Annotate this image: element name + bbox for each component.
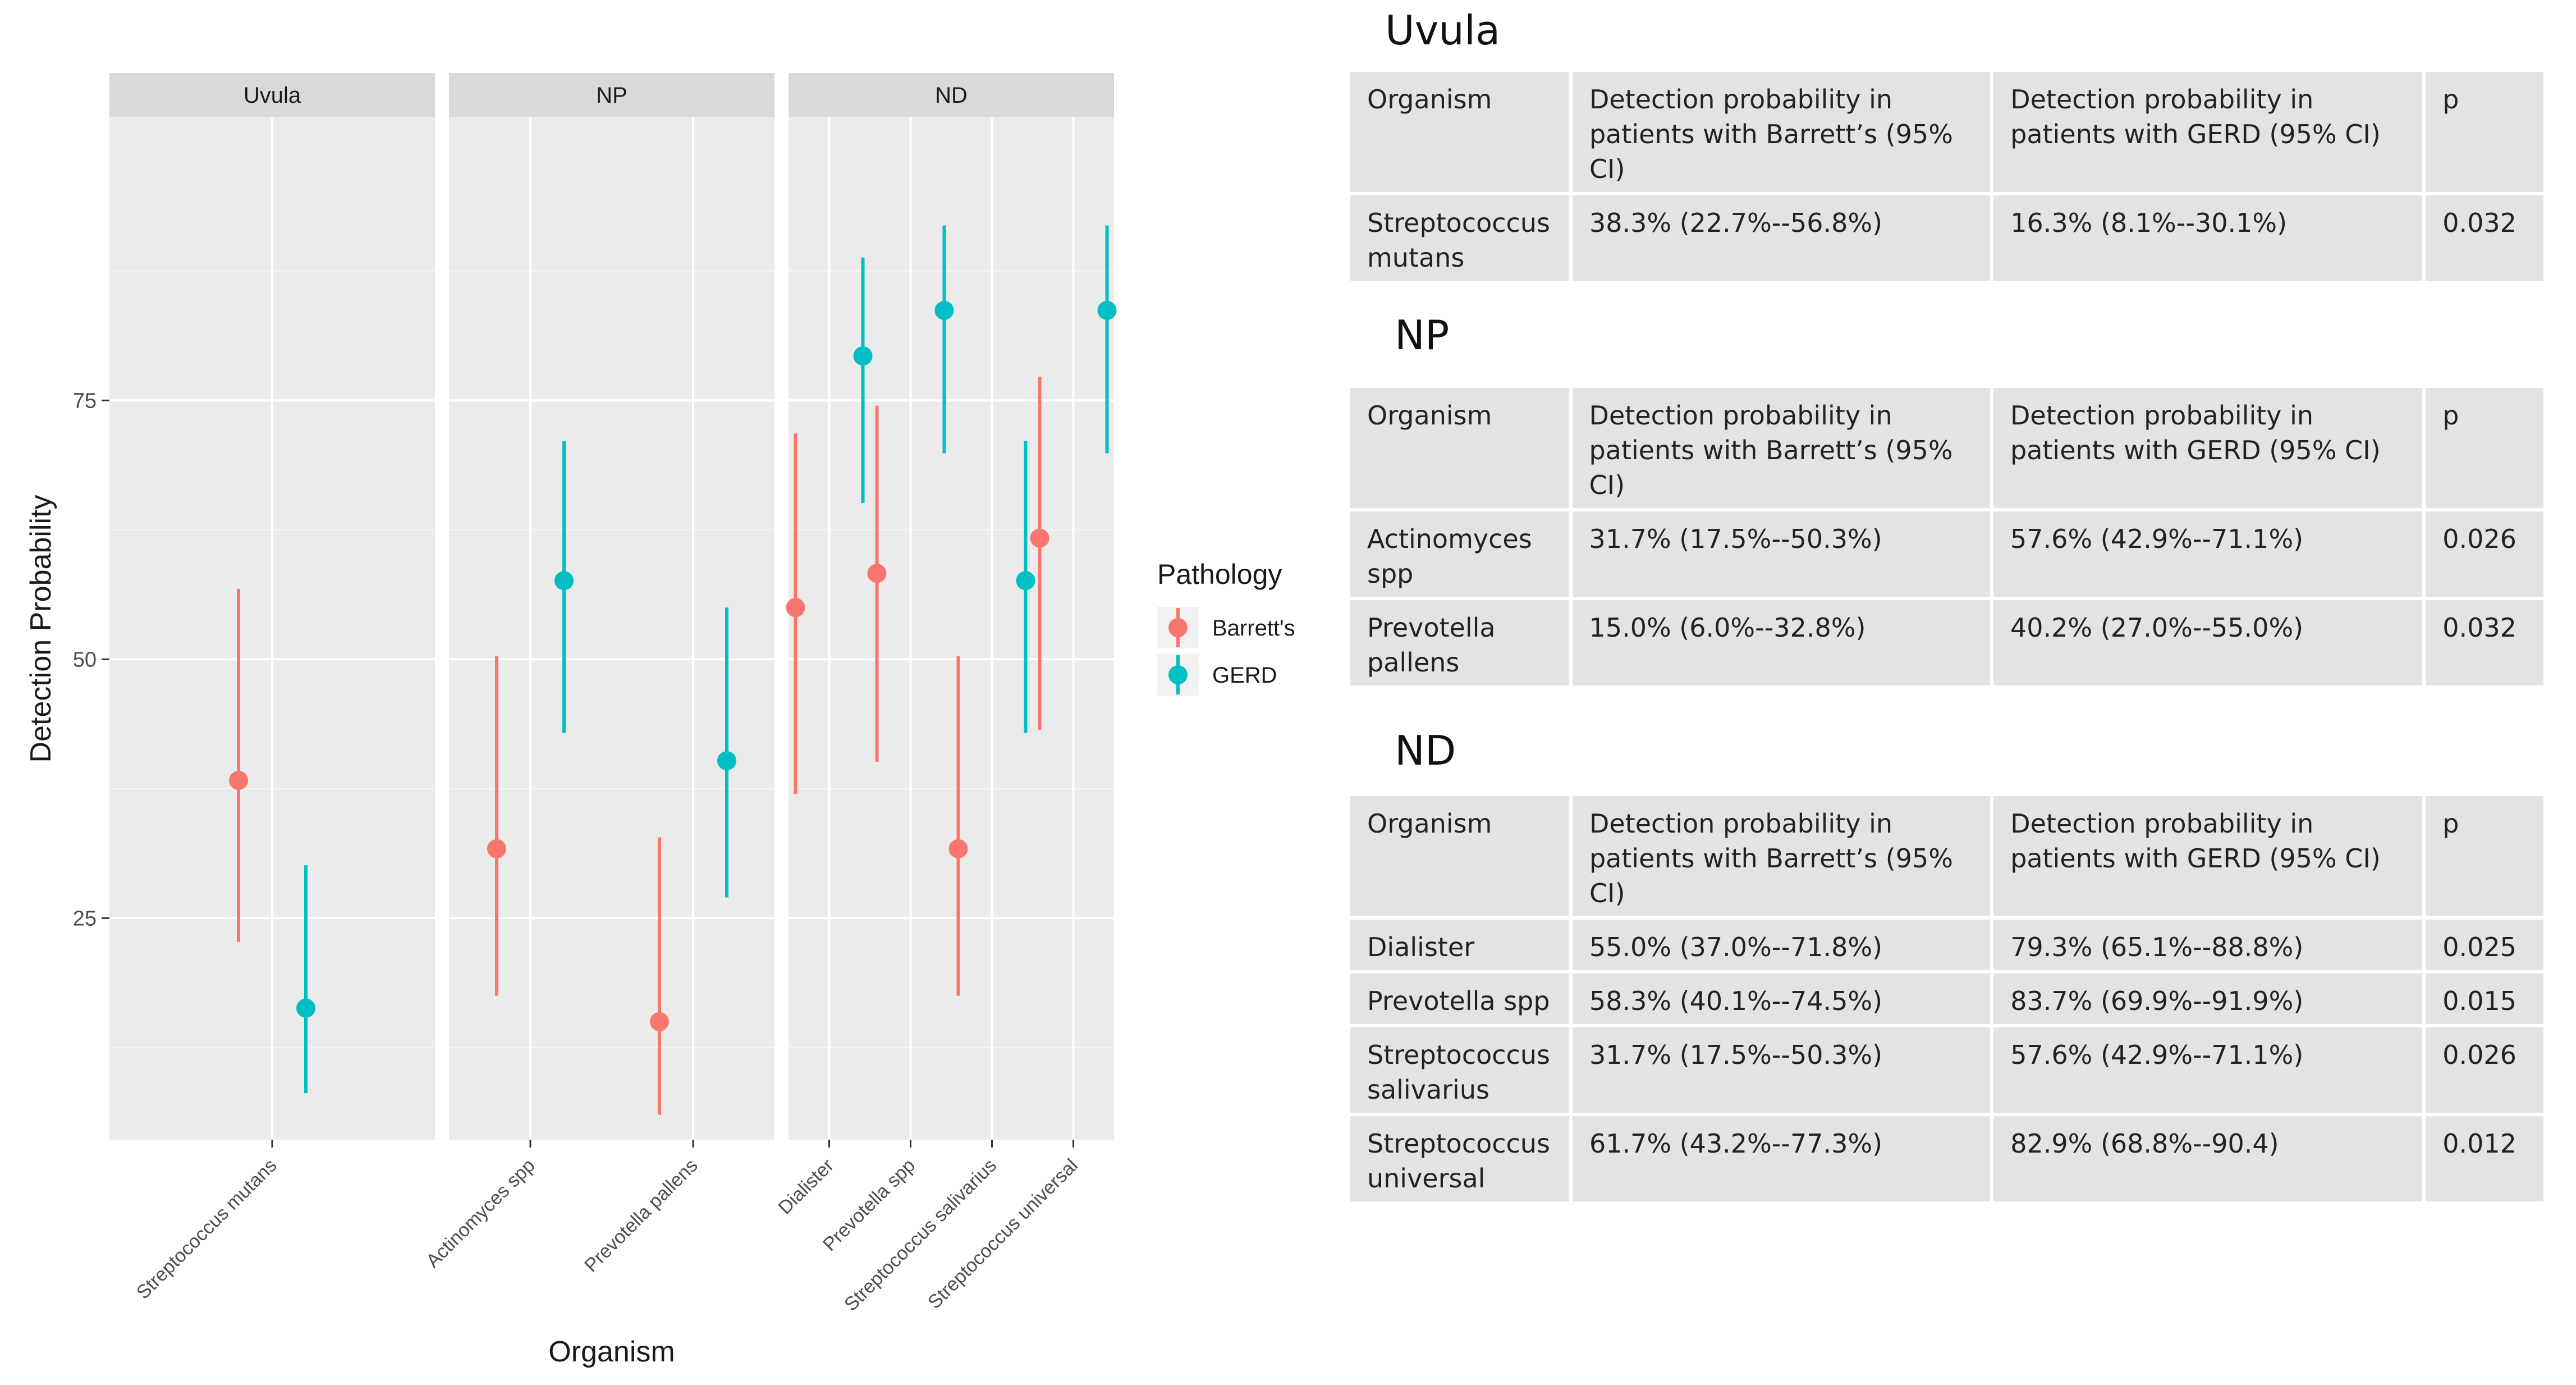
cell-organism: Actinomyces spp: [1350, 511, 1569, 597]
y-tick-label: 25: [73, 907, 97, 930]
facet-strip: [109, 73, 435, 117]
table-np: Organism Detection probability in patien…: [1347, 385, 2547, 689]
table-row: Prevotella spp 58.3% (40.1%--74.5%) 83.7…: [1350, 973, 2543, 1024]
data-point: [717, 751, 736, 771]
legend-title: Pathology: [1157, 559, 1282, 590]
y-tick-label: 50: [73, 648, 97, 671]
header-p: p: [2426, 72, 2543, 192]
data-point: [786, 598, 805, 618]
table-header-row: Organism Detection probability in patien…: [1350, 72, 2543, 192]
x-tick-label: Streptococcus salivarius: [840, 1155, 1001, 1315]
facet-strip-label: ND: [935, 83, 968, 108]
header-p: p: [2426, 388, 2543, 508]
cell-p: 0.026: [2426, 511, 2543, 597]
table-row: Streptococcus salivarius 31.7% (17.5%--5…: [1350, 1027, 2543, 1113]
header-organism: Organism: [1350, 72, 1569, 192]
faceted-pointrange-chart: Uvula Streptococcus mutans NP Actinomyces s…: [25, 73, 1295, 1368]
header-organism: Organism: [1350, 796, 1569, 916]
data-point: [867, 564, 887, 583]
y-axis-title: Detection Probability: [25, 495, 57, 763]
cell-gerd: 57.6% (42.9%--71.1%): [1993, 511, 2423, 597]
cell-gerd: 79.3% (65.1%--88.8%): [1993, 920, 2423, 970]
cell-barrett: 58.3% (40.1%--74.5%): [1572, 973, 1991, 1024]
cell-organism: Streptococcus universal: [1350, 1116, 1569, 1201]
panel-background: [449, 117, 774, 1140]
cell-gerd: 82.9% (68.8%--90.4): [1993, 1116, 2423, 1201]
table-uvula: Organism Detection probability in patien…: [1347, 68, 2547, 284]
header-barrett: Detection probability in patients with B…: [1572, 796, 1991, 916]
header-gerd: Detection probability in patients with G…: [1993, 388, 2423, 508]
cell-gerd: 40.2% (27.0%--55.0%): [1993, 600, 2423, 685]
header-p: p: [2426, 796, 2543, 916]
table-header-row: Organism Detection probability in patien…: [1350, 388, 2543, 508]
cell-gerd: 57.6% (42.9%--71.1%): [1993, 1027, 2423, 1113]
cell-p: 0.032: [2426, 600, 2543, 685]
y-tick-label: 75: [73, 389, 97, 413]
cell-p: 0.015: [2426, 973, 2543, 1024]
facet-strip: [789, 73, 1114, 117]
cell-p: 0.026: [2426, 1027, 2543, 1113]
cell-barrett: 61.7% (43.2%--77.3%): [1572, 1116, 1991, 1201]
header-organism: Organism: [1350, 388, 1569, 508]
legend-key-point: [1168, 618, 1188, 637]
panel-background: [789, 117, 1114, 1140]
table-header-row: Organism Detection probability in patien…: [1350, 796, 2543, 916]
data-point: [296, 998, 315, 1018]
cell-barrett: 31.7% (17.5%--50.3%): [1572, 1027, 1991, 1113]
cell-barrett: 15.0% (6.0%--32.8%): [1572, 600, 1990, 685]
header-gerd: Detection probability in patients with G…: [1993, 72, 2423, 192]
x-tick-label: Actinomyces spp: [422, 1155, 539, 1272]
x-tick-label: Streptococcus universal: [924, 1155, 1082, 1313]
x-tick-label: Prevotella pallens: [580, 1155, 702, 1277]
data-point: [554, 571, 574, 591]
section-title-nd: ND: [1395, 727, 1456, 774]
facet-strip-label: Uvula: [244, 83, 301, 108]
data-point: [934, 300, 954, 320]
cell-barrett: 38.3% (22.7%--56.8%): [1572, 195, 1991, 281]
legend-label: GERD: [1212, 663, 1277, 688]
data-point: [948, 839, 968, 858]
header-gerd: Detection probability in patients with G…: [1993, 796, 2423, 916]
data-point: [1097, 300, 1117, 320]
table-row: Streptococcus mutans 38.3% (22.7%--56.8%…: [1350, 195, 2543, 281]
x-tick-label: Streptococcus mutans: [132, 1155, 281, 1304]
table-nd: Organism Detection probability in patien…: [1347, 793, 2547, 1205]
legend-label: Barrett's: [1212, 616, 1295, 641]
cell-organism: Streptococcus salivarius: [1350, 1027, 1569, 1113]
cell-gerd: 16.3% (8.1%--30.1%): [1993, 195, 2423, 281]
table-row: Actinomyces spp 31.7% (17.5%--50.3%) 57.…: [1350, 511, 2543, 597]
section-title-np: NP: [1395, 312, 1450, 359]
header-barrett: Detection probability in patients with B…: [1572, 72, 1991, 192]
x-axis-title: Organism: [548, 1336, 675, 1368]
table-row: Prevotella pallens 15.0% (6.0%--32.8%) 4…: [1350, 600, 2543, 685]
cell-organism: Dialister: [1350, 920, 1569, 970]
cell-organism: Prevotella spp: [1350, 973, 1569, 1024]
table-row: Dialister 55.0% (37.0%--71.8%) 79.3% (65…: [1350, 920, 2543, 970]
facet-strip: [449, 73, 774, 117]
cell-p: 0.025: [2426, 920, 2543, 970]
data-point: [650, 1012, 669, 1031]
data-point: [1030, 528, 1049, 548]
data-point: [1016, 571, 1035, 591]
cell-gerd: 83.7% (69.9%--91.9%): [1993, 973, 2423, 1024]
cell-p: 0.032: [2426, 195, 2543, 281]
table-row: Streptococcus universal 61.7% (43.2%--77…: [1350, 1116, 2543, 1201]
cell-barrett: 55.0% (37.0%--71.8%): [1572, 920, 1991, 970]
cell-barrett: 31.7% (17.5%--50.3%): [1572, 511, 1990, 597]
cell-organism: Prevotella pallens: [1350, 600, 1569, 685]
data-point: [853, 346, 873, 365]
legend-key-point: [1168, 665, 1188, 684]
cell-organism: Streptococcus mutans: [1350, 195, 1569, 281]
cell-p: 0.012: [2426, 1116, 2543, 1201]
x-tick-label: Dialister: [774, 1155, 838, 1219]
facet-strip-label: NP: [596, 83, 627, 108]
data-point: [229, 771, 248, 790]
data-point: [487, 839, 506, 858]
header-barrett: Detection probability in patients with B…: [1572, 388, 1990, 508]
section-title-uvula: Uvula: [1385, 7, 1501, 54]
